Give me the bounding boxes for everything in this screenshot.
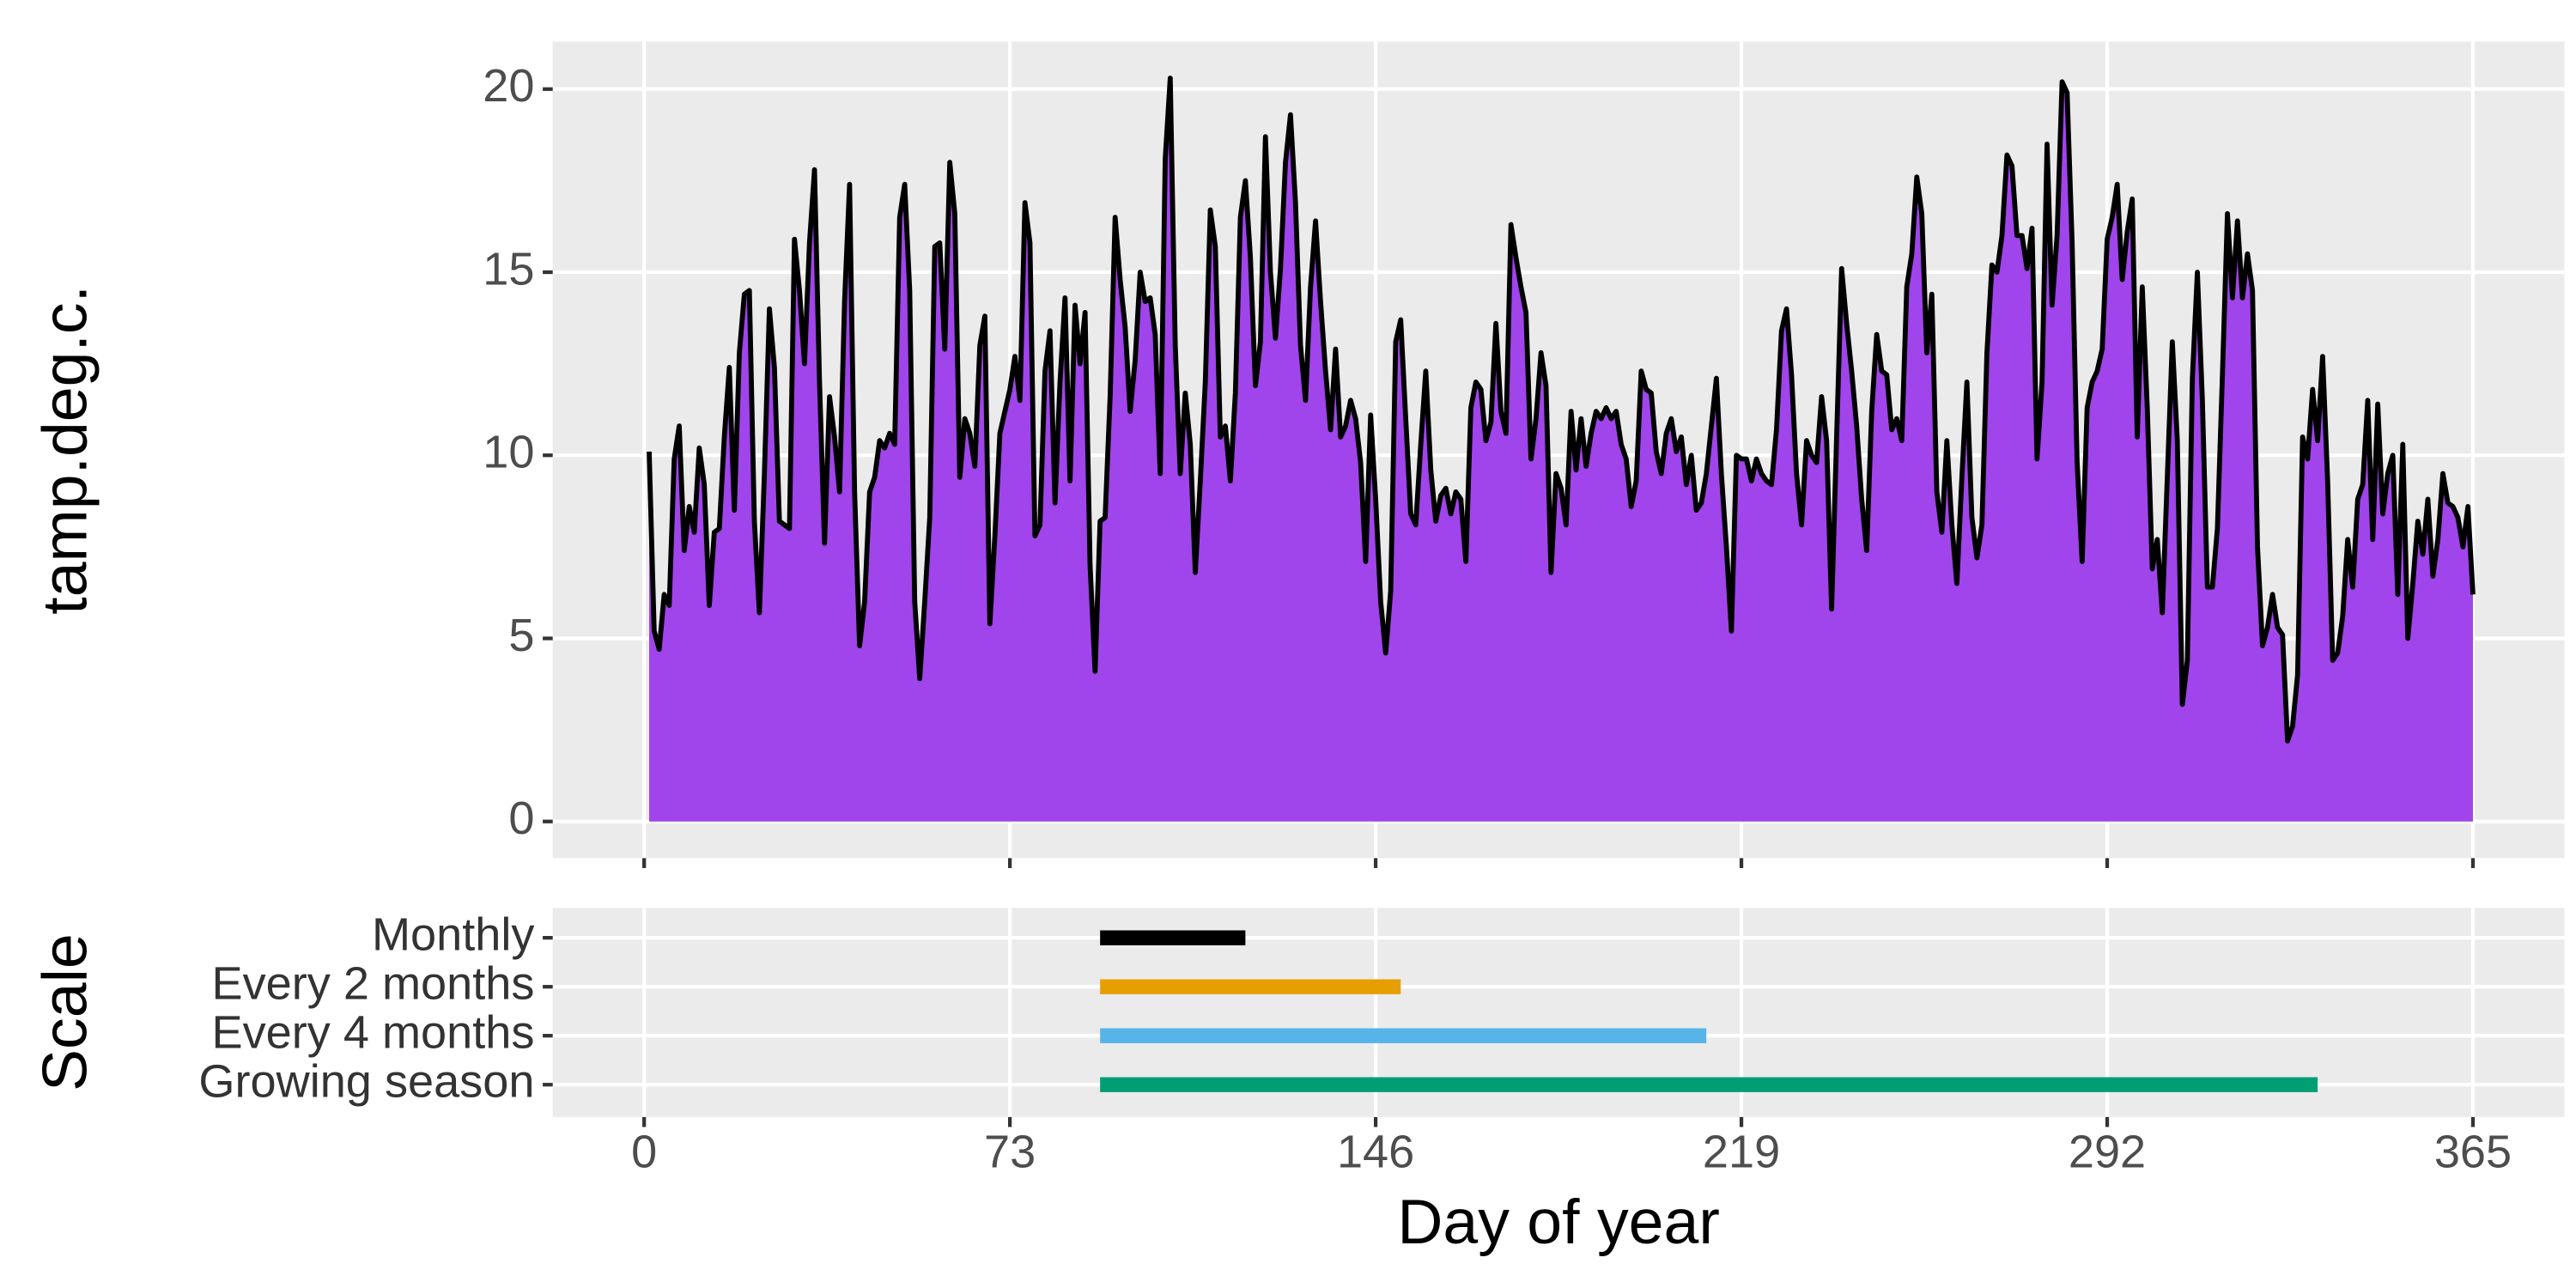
x-tick-label: 365: [2434, 1127, 2512, 1178]
x-tick-label: 292: [2069, 1127, 2146, 1178]
x-tick-label: 0: [631, 1127, 657, 1178]
y-tick-label: 0: [508, 793, 534, 844]
y-axis-title: Scale: [30, 933, 100, 1091]
y-axis-title: tamp.deg.c.: [30, 285, 100, 615]
x-tick-label: 73: [984, 1127, 1036, 1178]
y-tick-label: Every 2 months: [212, 957, 535, 1009]
bottom-data: [1100, 930, 2318, 1092]
line: [647, 76, 2476, 744]
x-axis-title: Day of year: [1397, 1187, 1720, 1257]
x-tick-label: 219: [1703, 1127, 1780, 1178]
y-tick-label: Monthly: [372, 908, 534, 960]
top-data: [647, 76, 2476, 822]
y-tick-label: 20: [483, 60, 534, 112]
area: [649, 77, 2473, 822]
y-tick-label: 5: [508, 610, 534, 661]
y-tick-label: 10: [483, 427, 534, 478]
x-tick-label: 146: [1337, 1127, 1414, 1178]
y-tick-label: Growing season: [198, 1056, 534, 1108]
y-tick-label: Every 4 months: [212, 1006, 535, 1058]
y-tick-label: 15: [483, 243, 534, 295]
